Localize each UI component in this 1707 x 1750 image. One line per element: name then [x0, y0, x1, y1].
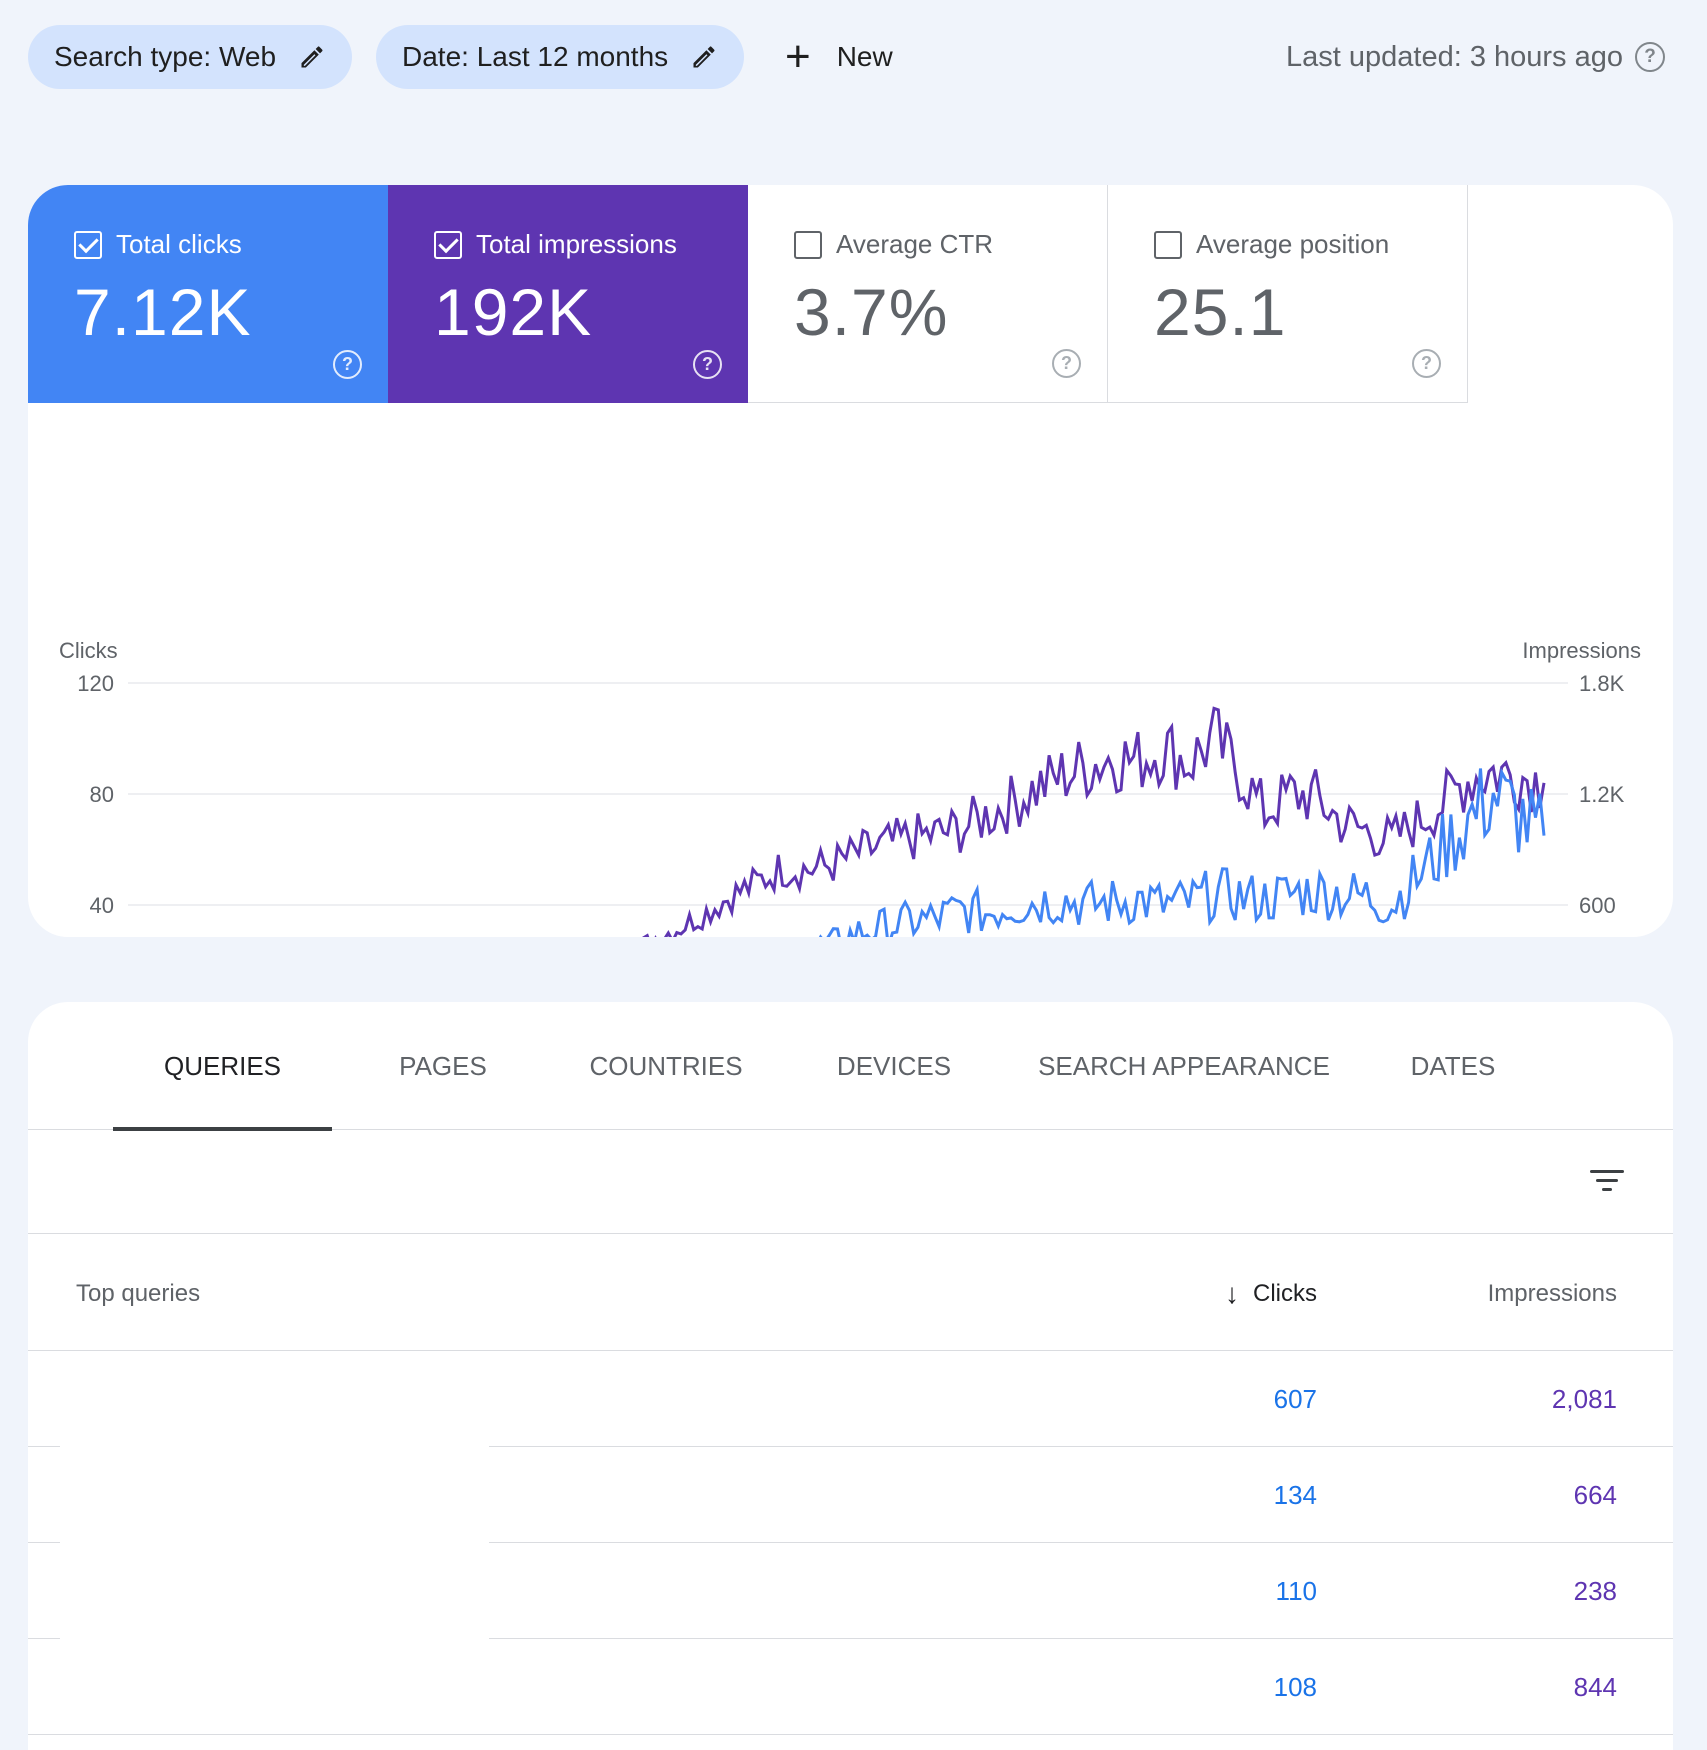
row-clicks: 134 — [1273, 1480, 1317, 1510]
metric-average-ctr[interactable]: Average CTR 3.7% ? — [748, 185, 1108, 403]
right-axis-label: Impressions — [1522, 638, 1641, 663]
metric-label: Average CTR — [836, 229, 994, 259]
dimensions-table-card: QUERIES PAGES COUNTRIES DEVICES SEARCH A… — [28, 1002, 1673, 1750]
help-icon[interactable]: ? — [1412, 349, 1441, 378]
metric-value: 192K — [434, 275, 593, 349]
row-divider — [489, 1446, 1673, 1447]
new-filter-button[interactable]: + New — [785, 25, 893, 89]
right-axis-tick-label: 1.8K — [1579, 671, 1625, 696]
tab-dates[interactable]: DATES — [1410, 1051, 1496, 1081]
metric-label: Average position — [1196, 229, 1390, 259]
table-toolbar — [28, 1130, 1673, 1234]
date-filter-chip[interactable]: Date: Last 12 months — [376, 25, 745, 89]
table-row[interactable]: 108 844 — [28, 1639, 1673, 1735]
row-divider — [28, 1734, 1673, 1735]
metric-label: Total clicks — [116, 229, 242, 259]
edit-icon — [301, 46, 323, 68]
tab-pages[interactable]: PAGES — [399, 1051, 487, 1081]
last-updated-text: Last updated: 3 hours ago — [1286, 40, 1623, 73]
performance-card: Total clicks 7.12K ? Total impressions 1… — [28, 185, 1673, 937]
row-divider — [28, 1446, 60, 1447]
column-header-clicks-label: Clicks — [1253, 1280, 1317, 1307]
row-clicks: 607 — [1273, 1384, 1317, 1414]
left-axis-tick-label: 80 — [90, 782, 114, 807]
metric-value: 3.7% — [794, 275, 949, 349]
metric-average-position[interactable]: Average position 25.1 ? — [1108, 185, 1468, 403]
new-filter-label: New — [836, 41, 893, 72]
metric-total-clicks[interactable]: Total clicks 7.12K ? — [28, 185, 388, 403]
checkbox-checked-icon[interactable] — [434, 230, 462, 259]
checkbox-unchecked-icon[interactable] — [1154, 230, 1182, 259]
column-header-impressions[interactable]: Impressions — [1487, 1280, 1617, 1307]
row-clicks: 108 — [1273, 1672, 1317, 1702]
row-impressions: 2,081 — [1551, 1384, 1617, 1414]
left-axis-label: Clicks — [59, 638, 118, 663]
tab-queries[interactable]: QUERIES — [113, 1002, 332, 1131]
tab-countries[interactable]: COUNTRIES — [589, 1051, 743, 1081]
row-divider — [28, 1638, 60, 1639]
column-header-top-queries[interactable]: Top queries — [76, 1280, 201, 1307]
last-updated-status: Last updated: 3 hours ago ? — [1286, 25, 1665, 89]
impressions-series-line — [641, 706, 1546, 937]
date-filter-label: Date: Last 12 months — [402, 41, 669, 72]
search-type-filter-label: Search type: Web — [54, 41, 277, 72]
row-impressions: 844 — [1573, 1672, 1617, 1702]
checkbox-checked-icon[interactable] — [74, 230, 102, 259]
table-header-row: Top queries ↓ Clicks Impressions — [28, 1234, 1673, 1351]
row-impressions: 238 — [1573, 1576, 1617, 1606]
left-axis-tick-label: 120 — [77, 671, 114, 696]
search-type-filter-chip[interactable]: Search type: Web — [28, 25, 353, 89]
dimension-tabs: QUERIES PAGES COUNTRIES DEVICES SEARCH A… — [28, 1002, 1673, 1131]
row-impressions: 664 — [1573, 1480, 1617, 1510]
metric-total-impressions[interactable]: Total impressions 192K ? — [388, 185, 748, 403]
table-row[interactable]: 134 664 — [28, 1447, 1673, 1543]
help-icon[interactable]: ? — [333, 350, 362, 379]
row-divider — [489, 1542, 1673, 1543]
table-row[interactable]: 110 238 — [28, 1543, 1673, 1639]
metric-value: 25.1 — [1154, 275, 1287, 349]
clicks-series-line — [818, 767, 1546, 937]
table-row[interactable]: 607 2,081 — [28, 1351, 1673, 1447]
plus-icon: + — [785, 32, 811, 81]
edit-icon — [693, 46, 715, 68]
column-header-clicks[interactable]: ↓ Clicks — [1225, 1278, 1317, 1310]
metric-value: 7.12K — [74, 275, 252, 349]
left-axis-tick-label: 40 — [90, 893, 114, 918]
tab-devices[interactable]: DEVICES — [836, 1051, 952, 1081]
right-axis-tick-label: 600 — [1579, 893, 1616, 918]
performance-chart[interactable]: Clicks Impressions 1201.8K801.2K4060000 … — [28, 403, 1673, 937]
row-divider — [28, 1542, 60, 1543]
row-divider — [489, 1638, 1673, 1639]
checkbox-unchecked-icon[interactable] — [794, 230, 822, 259]
help-icon[interactable]: ? — [1635, 42, 1665, 72]
help-icon[interactable]: ? — [1052, 349, 1081, 378]
row-clicks: 110 — [1275, 1576, 1317, 1606]
tab-search-appearance[interactable]: SEARCH APPEARANCE — [1038, 1051, 1330, 1081]
help-icon[interactable]: ? — [693, 350, 722, 379]
metric-label: Total impressions — [476, 229, 677, 259]
right-axis-tick-label: 1.2K — [1579, 782, 1625, 807]
sort-descending-icon: ↓ — [1225, 1278, 1239, 1309]
filter-icon[interactable] — [1589, 1166, 1625, 1196]
